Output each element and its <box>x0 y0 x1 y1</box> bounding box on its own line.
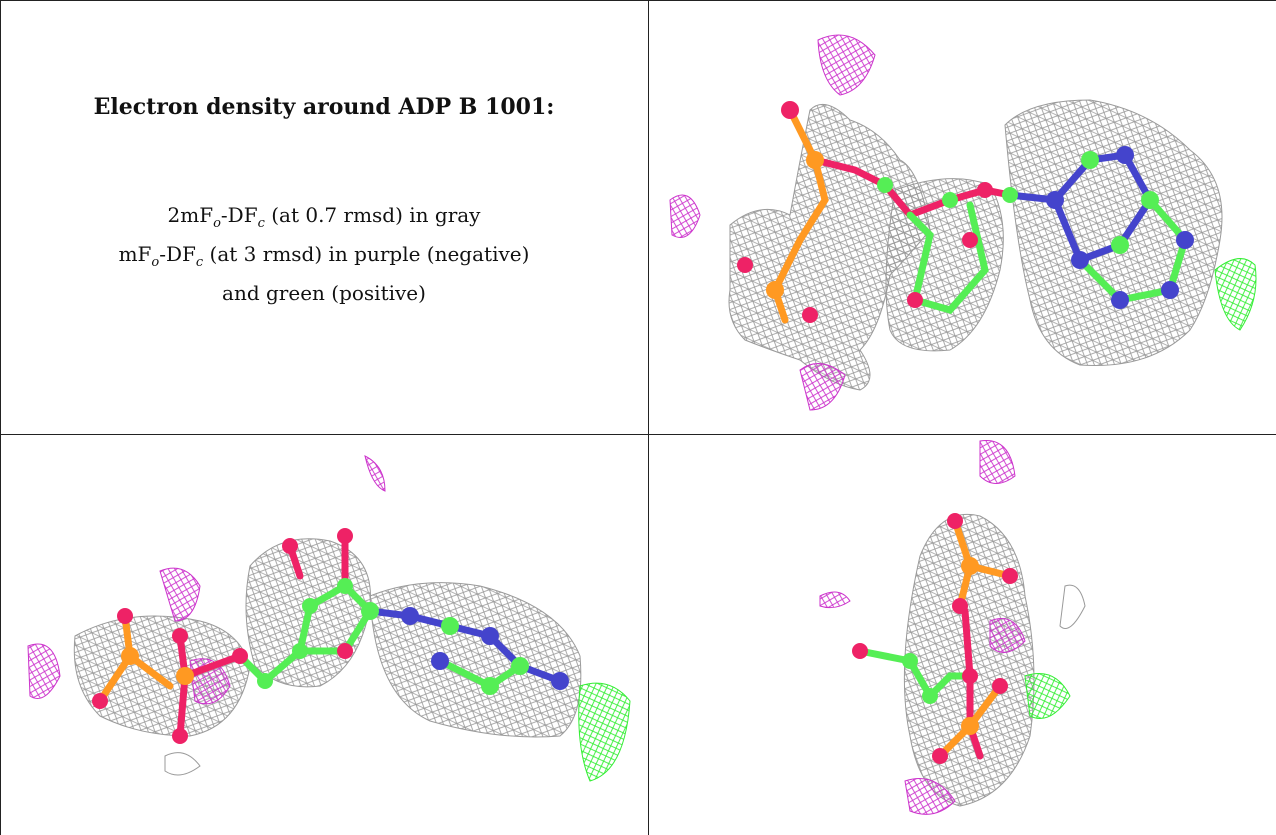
molecule-render-3 <box>819 439 1086 815</box>
caption-line-2mfo: 2mFo-DFc (at 0.7 rmsd) in gray <box>167 203 481 231</box>
grid-divider-vertical <box>648 0 649 835</box>
caption-line-mfo: mFo-DFc (at 3 rmsd) in purple (negative) <box>118 242 530 270</box>
molecule-render-2 <box>27 455 631 782</box>
grid-divider-horizontal <box>0 434 1276 435</box>
density-view-bottom-right <box>650 436 1276 835</box>
density-view-bottom-left <box>0 436 648 835</box>
grid-border-top <box>0 0 1276 1</box>
caption-title: Electron density around ADP B 1001: <box>93 94 555 120</box>
caption-description: 2mFo-DFc (at 0.7 rmsd) in gray mFo-DFc (… <box>0 200 648 308</box>
caption-panel: Electron density around ADP B 1001: 2mFo… <box>0 0 648 432</box>
caption-line-positive: and green (positive) <box>222 281 426 305</box>
molecule-render-1 <box>669 34 1257 411</box>
density-view-top-right <box>650 0 1276 432</box>
grid-border-left <box>0 0 1 835</box>
